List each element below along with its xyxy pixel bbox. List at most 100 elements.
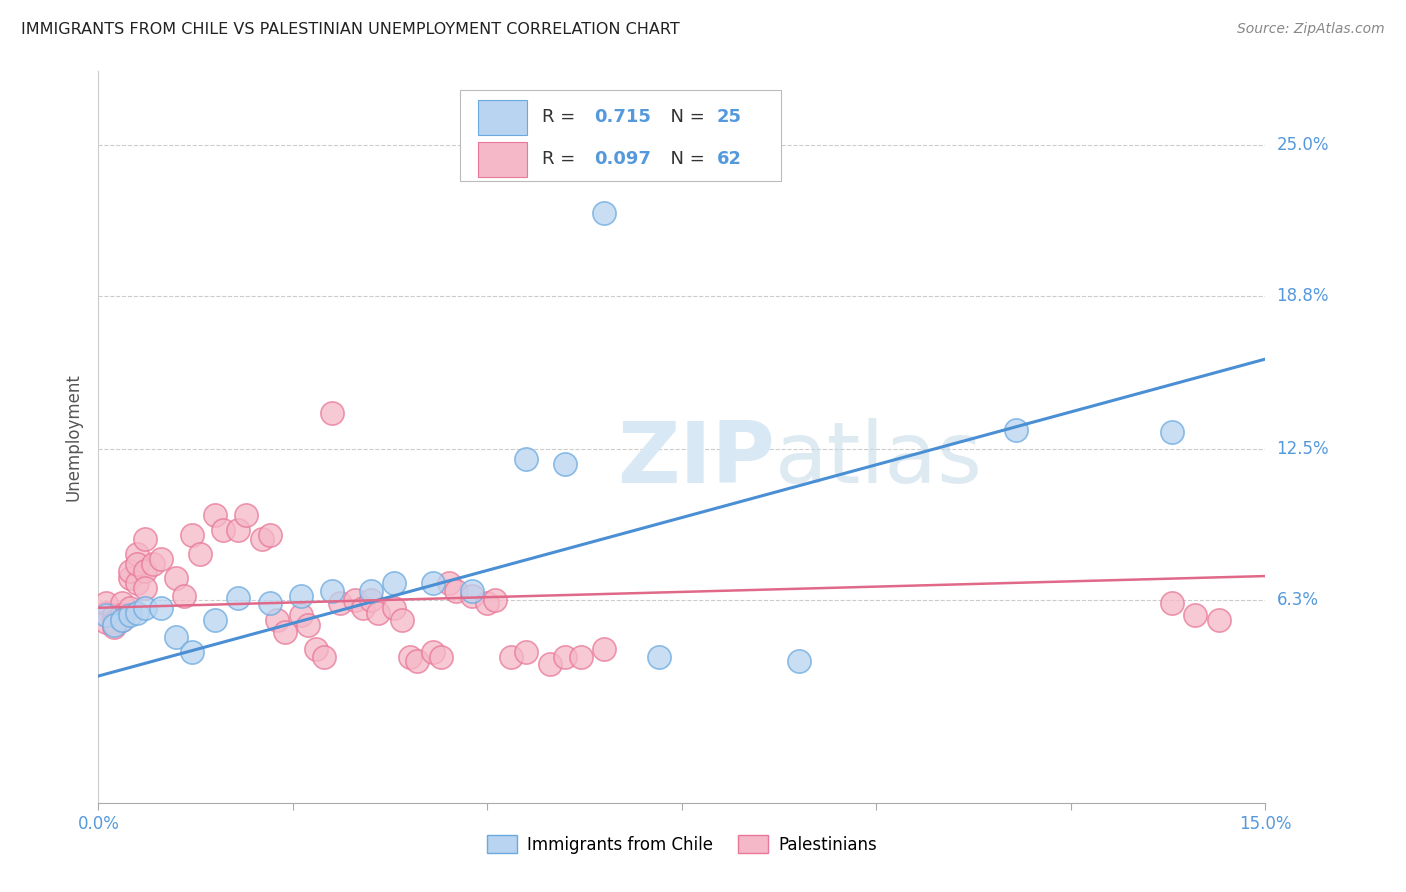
Point <box>446 583 468 598</box>
Point <box>484 593 506 607</box>
Point <box>360 593 382 607</box>
Point <box>118 572 141 586</box>
Text: 0.097: 0.097 <box>595 150 651 168</box>
Text: Source: ZipAtlas.com: Source: ZipAtlas.com <box>1237 22 1385 37</box>
Point <box>321 406 343 420</box>
Point <box>321 583 343 598</box>
Text: 25.0%: 25.0% <box>1277 136 1329 153</box>
Point <box>142 557 165 571</box>
Point <box>461 589 484 603</box>
Point <box>103 615 125 630</box>
Text: 6.3%: 6.3% <box>1277 591 1319 609</box>
Point <box>188 547 211 561</box>
Point <box>290 608 312 623</box>
Point <box>259 527 281 541</box>
Text: 12.5%: 12.5% <box>1277 441 1329 458</box>
Point <box>173 589 195 603</box>
Point <box>111 613 134 627</box>
Text: R =: R = <box>541 150 581 168</box>
Point <box>250 533 273 547</box>
Point <box>111 608 134 623</box>
Text: IMMIGRANTS FROM CHILE VS PALESTINIAN UNEMPLOYMENT CORRELATION CHART: IMMIGRANTS FROM CHILE VS PALESTINIAN UNE… <box>21 22 681 37</box>
Text: atlas: atlas <box>775 417 983 500</box>
Point <box>96 596 118 610</box>
Point <box>290 589 312 603</box>
Point <box>228 591 250 605</box>
Point <box>103 608 125 623</box>
Point <box>554 457 576 471</box>
Point <box>134 533 156 547</box>
Point <box>274 625 297 640</box>
Point <box>134 600 156 615</box>
Point <box>127 576 149 591</box>
Point <box>127 606 149 620</box>
Point <box>96 615 118 630</box>
Point <box>149 600 172 615</box>
Point <box>554 649 576 664</box>
Point <box>593 642 616 657</box>
Text: 25: 25 <box>717 108 742 126</box>
Point <box>111 613 134 627</box>
Point <box>1184 608 1206 623</box>
FancyBboxPatch shape <box>460 90 782 181</box>
Point <box>787 654 810 668</box>
Point <box>228 523 250 537</box>
Point <box>406 654 429 668</box>
Point <box>180 645 202 659</box>
Point <box>329 596 352 610</box>
Point <box>96 606 118 620</box>
Legend: Immigrants from Chile, Palestinians: Immigrants from Chile, Palestinians <box>481 829 883 860</box>
Point <box>422 645 444 659</box>
Point <box>266 613 288 627</box>
Point <box>538 657 561 671</box>
Point <box>103 617 125 632</box>
Point <box>305 642 328 657</box>
Text: 18.8%: 18.8% <box>1277 286 1329 305</box>
Point <box>204 508 226 522</box>
Point <box>569 649 592 664</box>
Point <box>235 508 257 522</box>
Point <box>515 645 537 659</box>
Point <box>422 576 444 591</box>
FancyBboxPatch shape <box>478 142 527 178</box>
Point <box>391 613 413 627</box>
Point <box>647 649 669 664</box>
Point <box>593 206 616 220</box>
Point <box>103 620 125 634</box>
Point <box>149 552 172 566</box>
Point <box>165 572 187 586</box>
Point <box>367 606 389 620</box>
Text: 0.715: 0.715 <box>595 108 651 126</box>
Point <box>344 593 367 607</box>
Point <box>180 527 202 541</box>
Point <box>461 583 484 598</box>
Point <box>1161 596 1184 610</box>
Point <box>352 600 374 615</box>
Point <box>111 596 134 610</box>
Point <box>259 596 281 610</box>
FancyBboxPatch shape <box>478 100 527 136</box>
Point <box>1161 425 1184 440</box>
Point <box>127 547 149 561</box>
Point <box>1208 613 1230 627</box>
Point <box>165 630 187 644</box>
Point <box>134 564 156 578</box>
Point <box>515 452 537 467</box>
Y-axis label: Unemployment: Unemployment <box>65 373 83 501</box>
Point <box>477 596 499 610</box>
Point <box>118 564 141 578</box>
Text: ZIP: ZIP <box>617 417 775 500</box>
Text: N =: N = <box>658 108 710 126</box>
Point <box>429 649 451 664</box>
Point <box>297 617 319 632</box>
Point <box>382 576 405 591</box>
Point <box>1005 423 1028 437</box>
Point <box>382 600 405 615</box>
Point <box>204 613 226 627</box>
Point <box>360 583 382 598</box>
Text: R =: R = <box>541 108 581 126</box>
Point <box>398 649 420 664</box>
Point <box>118 608 141 623</box>
Point <box>118 600 141 615</box>
Point <box>212 523 235 537</box>
